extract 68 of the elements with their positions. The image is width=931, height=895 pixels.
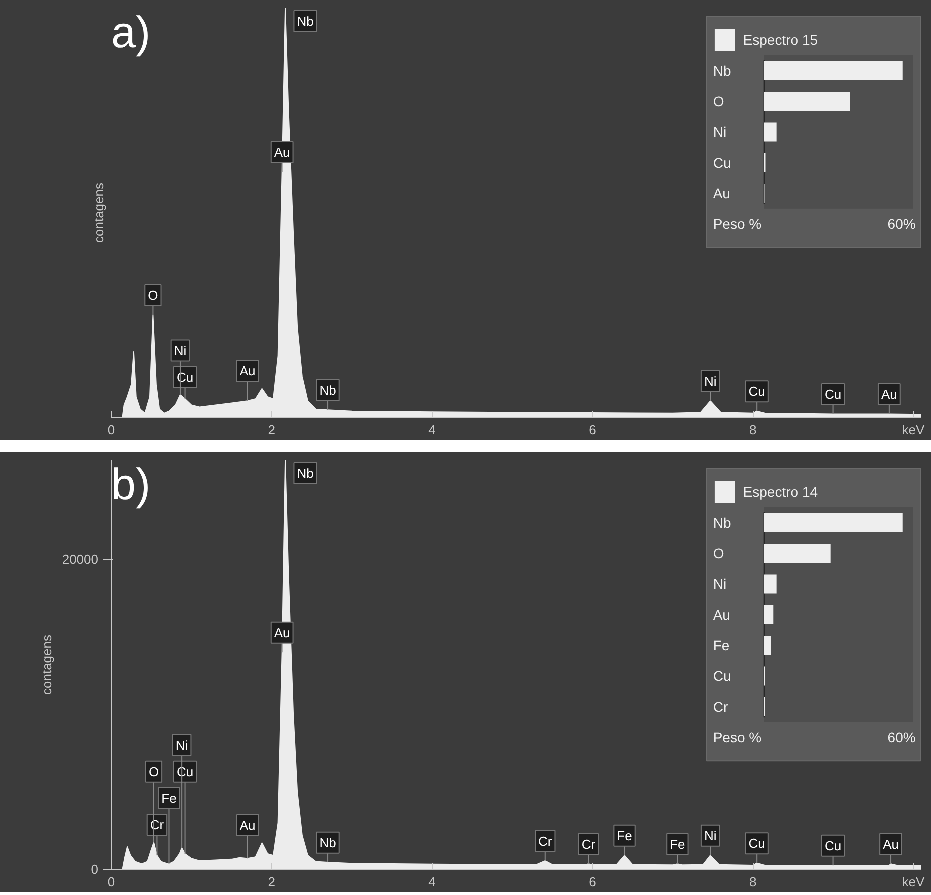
bar: [764, 122, 777, 142]
annotation: O: [148, 764, 160, 780]
annotation: Cu: [824, 838, 842, 854]
annotation: Fe: [162, 790, 177, 806]
annotation: Cu: [748, 384, 766, 400]
annotation: 60%: [888, 730, 916, 746]
annotation: O: [148, 288, 158, 304]
annotation: Cu: [176, 370, 194, 385]
y-tick-label: O: [713, 94, 724, 110]
y-tick-label: 20000: [62, 552, 99, 568]
annotation: Cu: [824, 387, 842, 402]
annotation: Cr: [582, 836, 596, 852]
annotation: Nb: [320, 382, 336, 398]
x-tick-label: 2: [268, 874, 276, 890]
y-tick-label: Cu: [713, 668, 732, 684]
annotation: Au: [240, 818, 256, 834]
annotation: Au: [274, 625, 290, 640]
bar: [764, 636, 772, 656]
y-tick-label: Au: [713, 186, 730, 202]
annotation: Au: [274, 144, 290, 160]
y-tick-label: Au: [713, 606, 730, 623]
y-tick-label: Nb: [713, 514, 732, 531]
x-tick-label: 0: [108, 422, 116, 438]
annotation: Cu: [176, 764, 194, 780]
y-tick-label: Ni: [713, 576, 727, 592]
x-tick-label: 8: [749, 874, 757, 890]
x-tick-label: 4: [428, 422, 436, 438]
x-tick-label: 6: [589, 422, 596, 438]
y-tick-label: Cr: [713, 698, 728, 715]
bar: [764, 92, 850, 112]
y-tick-label: O: [713, 546, 724, 562]
legend-label: Espectro 14: [743, 484, 818, 500]
chart-title: a): [112, 8, 151, 58]
annotation: Ni: [174, 343, 187, 358]
x-tick-label: keV: [902, 874, 926, 890]
x-tick-label: 6: [589, 874, 596, 890]
annotation: Fe: [670, 836, 686, 852]
bar: [764, 605, 774, 624]
bar: [764, 513, 903, 532]
annotation: Ni: [176, 738, 188, 753]
annotation: Nb: [320, 835, 336, 850]
bar: [764, 61, 903, 80]
annotation: Au: [883, 836, 899, 852]
annotation: Cr: [538, 834, 553, 849]
x-tick-label: 8: [749, 422, 757, 438]
y-axis-title: contagens: [92, 182, 106, 243]
x-tick-label: keV: [902, 422, 926, 438]
y-tick-label: Fe: [713, 638, 730, 654]
x-axis-title: Peso %: [713, 730, 762, 746]
annotation: Nb: [297, 466, 314, 482]
bar: [764, 574, 777, 594]
annotation: 60%: [888, 216, 916, 232]
x-tick-label: 4: [428, 874, 436, 890]
y-tick-label: Ni: [713, 124, 727, 140]
annotation: Au: [240, 364, 256, 379]
bar: [764, 544, 831, 564]
annotation: Cu: [748, 836, 766, 852]
x-axis-title: Peso %: [713, 216, 762, 232]
x-tick-label: 0: [108, 874, 116, 890]
annotation: Nb: [297, 14, 314, 30]
y-tick-label: Cu: [713, 154, 732, 171]
y-tick-label: Nb: [713, 62, 732, 79]
annotation: Au: [881, 387, 898, 402]
annotation: Fe: [617, 828, 632, 844]
chart-title: b): [112, 460, 151, 510]
x-tick-label: 2: [268, 422, 276, 438]
legend-label: Espectro 15: [743, 32, 818, 48]
y-axis-title: contagens: [39, 634, 54, 695]
